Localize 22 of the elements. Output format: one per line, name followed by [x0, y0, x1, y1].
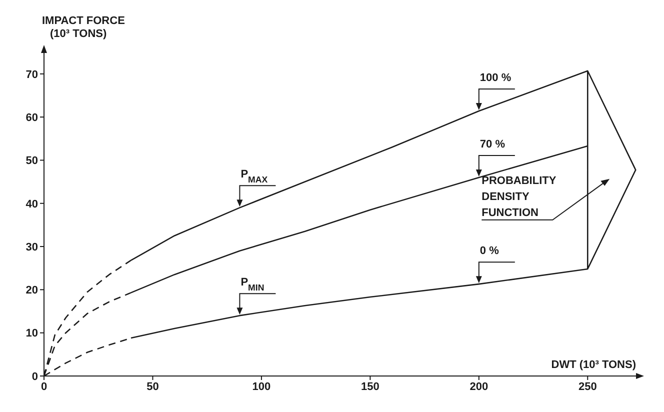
x-tick-label: 100: [252, 380, 271, 393]
x-tick-label: 200: [470, 380, 488, 393]
y-axis-title: IMPACT FORCE (10³ TONS): [42, 15, 125, 40]
y-tick-label: 0: [32, 370, 38, 383]
annotation: P$_{MIN}$: [240, 276, 264, 293]
series-label: 70 %: [480, 138, 506, 150]
series-label: 100 %: [480, 72, 512, 84]
x-tick-label: 50: [146, 380, 159, 393]
text: 0 %: [480, 245, 500, 258]
y-tick-label: 60: [26, 112, 38, 124]
x-tick-label: 150: [361, 380, 380, 393]
y-tick-label: 50: [26, 155, 38, 168]
x-axis-title: DWT (10³ TONS): [551, 359, 636, 371]
annotation: PROBABILITY DENSITY FUNCTION: [482, 174, 557, 219]
y-tick-label: 20: [26, 284, 38, 297]
x-tick-label: 250: [578, 380, 597, 393]
x-tick-label: 0: [40, 380, 48, 393]
annotation: P$_{MAX}$: [240, 168, 268, 185]
y-tick-label: 10: [26, 328, 38, 340]
y-tick-label: 40: [26, 198, 38, 210]
y-tick-label: 30: [26, 241, 38, 254]
y-tick-label: 70: [26, 68, 38, 81]
